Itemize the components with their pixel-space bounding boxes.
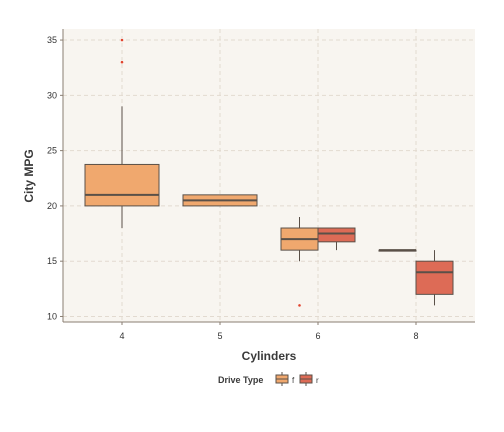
legend-title: Drive Type	[218, 375, 263, 385]
y-tick-label: 30	[47, 90, 57, 100]
boxes	[84, 38, 454, 308]
y-tick-label: 15	[47, 256, 57, 266]
outlier-point	[120, 60, 124, 65]
box-6-r	[317, 227, 356, 251]
y-tick-label: 10	[47, 311, 57, 321]
box-4-f	[84, 38, 160, 229]
box-iqr	[415, 260, 454, 295]
box-8-r	[415, 250, 454, 306]
outlier-point	[120, 38, 124, 42]
x-tick-label: 5	[217, 331, 222, 341]
legend: Drive Type f r	[218, 372, 319, 386]
x-tick-label: 6	[315, 331, 320, 341]
y-tick-label: 35	[47, 35, 57, 45]
outlier-point	[297, 303, 302, 308]
x-tick-label: 4	[119, 331, 124, 341]
legend-label: f	[292, 376, 295, 385]
box-iqr	[84, 163, 160, 207]
y-tick-label: 25	[47, 146, 57, 156]
y-axis-ticks: 10 15 20 25 30 35	[47, 35, 63, 321]
x-tick-label: 8	[413, 331, 418, 341]
x-axis-title: Cylinders	[242, 349, 297, 363]
legend-item-f: f	[275, 372, 295, 386]
legend-item-r: r	[299, 372, 319, 386]
x-axis-ticks: 4 5 6 8	[119, 322, 419, 341]
y-tick-label: 20	[47, 201, 57, 211]
y-axis-title: City MPG	[22, 149, 36, 202]
box-iqr	[317, 227, 356, 243]
legend-label: r	[316, 376, 319, 385]
gridlines	[63, 29, 475, 322]
box-8-f	[378, 249, 417, 252]
box-5-f	[182, 194, 258, 207]
